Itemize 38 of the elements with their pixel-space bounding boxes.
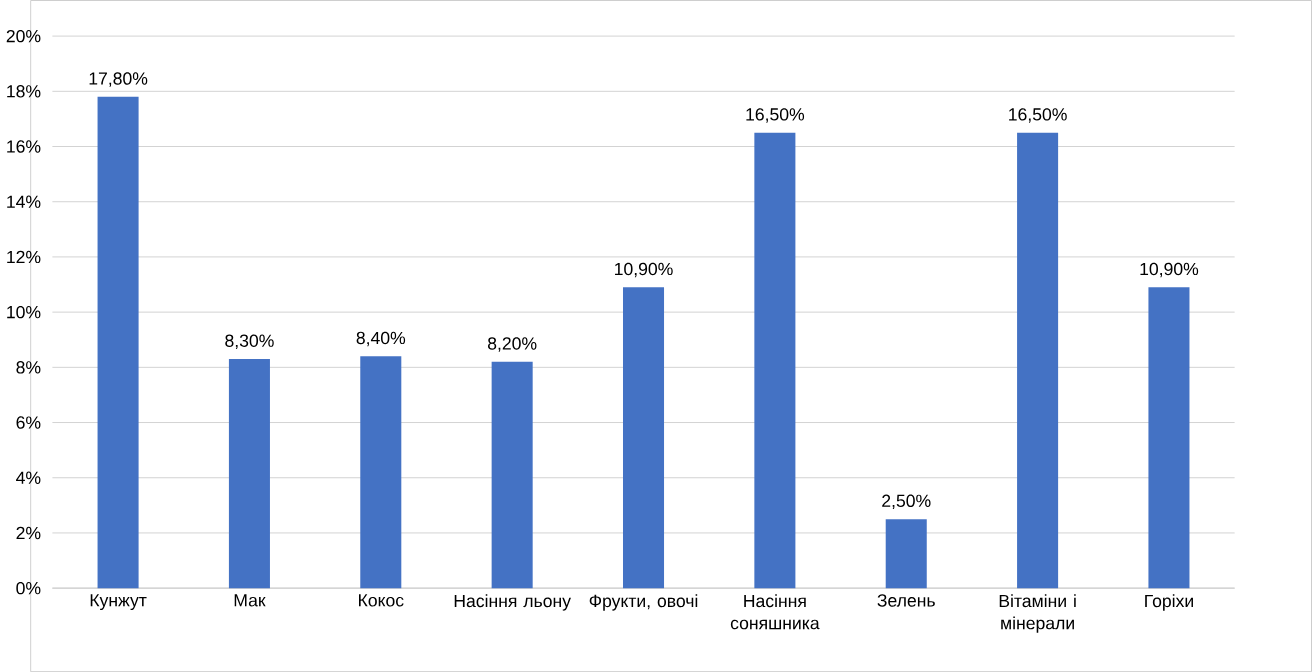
y-tick-label: 16% <box>7 140 41 153</box>
x-tick-label: Зелень <box>877 594 935 607</box>
x-tick-label: Насіння соняшника <box>730 594 820 630</box>
data-label: 8,30% <box>225 334 274 349</box>
y-tick-label: 6% <box>16 416 41 429</box>
y-tick-label: 18% <box>7 85 41 98</box>
data-label: 2,50% <box>882 494 931 510</box>
y-tick-label: 0% <box>16 581 41 595</box>
data-label: 10,90% <box>615 262 673 278</box>
bar <box>1148 287 1190 589</box>
bar <box>228 358 270 589</box>
data-label: 10,90% <box>1140 262 1199 278</box>
y-tick-label: 12% <box>7 250 41 264</box>
y-tick-label: 20% <box>6 29 41 43</box>
x-tick-label: Кунжут <box>90 594 147 610</box>
data-label: 16,50% <box>746 108 805 123</box>
y-tick-label: 8% <box>16 361 41 374</box>
x-tick-label: Мак <box>234 594 266 607</box>
x-tick-label: Фрукти, овочі <box>589 594 698 611</box>
bar <box>360 356 402 589</box>
bar <box>885 519 927 589</box>
bar <box>491 361 533 589</box>
data-label: 17,80% <box>89 72 148 87</box>
data-label: 8,40% <box>356 331 406 347</box>
y-tick-label: 2% <box>16 526 41 540</box>
x-tick-label: Насіння льону <box>454 594 571 611</box>
bar <box>623 287 665 589</box>
y-tick-label: 14% <box>7 195 41 208</box>
bar <box>97 96 139 589</box>
data-label: 16,50% <box>1009 108 1067 123</box>
y-tick-label: 4% <box>16 471 41 484</box>
x-tick-label: Кокос <box>359 594 404 607</box>
y-tick-label: 10% <box>7 305 41 319</box>
data-label: 8,20% <box>487 337 537 352</box>
bar <box>1017 132 1059 589</box>
x-tick-label: Вітаміни і мінерали <box>999 594 1076 633</box>
bar <box>754 132 796 589</box>
x-tick-label: Горіхи <box>1145 594 1193 611</box>
